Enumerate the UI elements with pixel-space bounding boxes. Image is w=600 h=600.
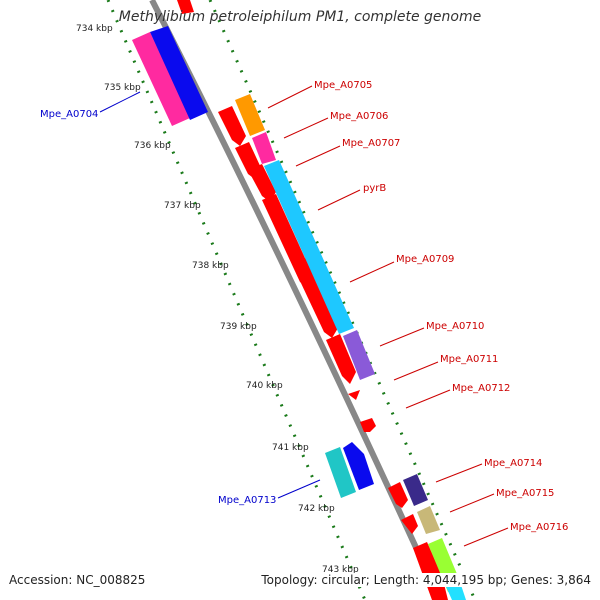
topology-text: Topology: circular; Length: 4,044,195 bp… [261,573,591,587]
gene-purple[interactable] [343,330,375,380]
gene-top-red[interactable] [177,0,194,14]
ruler-label-743: 743 kbp [322,565,359,575]
gene-label-Mpe_A0709[interactable]: Mpe_A0709 [396,254,454,265]
gene-label-Mpe_A0705[interactable]: Mpe_A0705 [314,80,372,91]
forward-label-leaders [267,85,509,547]
gene-label-Mpe_A0706[interactable]: Mpe_A0706 [330,111,388,122]
ruler-label-741: 741 kbp [272,443,309,453]
gene-magenta[interactable] [252,132,276,164]
ruler-label-736: 736 kbp [134,141,171,151]
genome-title: Methylibium petroleiphilum PM1, complete… [118,9,482,25]
gene-orange[interactable] [235,94,265,136]
ruler-label-738: 738 kbp [192,261,229,271]
ruler-label-737: 737 kbp [164,201,201,211]
gene-label-pyrB[interactable]: pyrB [363,183,386,194]
gene-label-Mpe_A0712[interactable]: Mpe_A0712 [452,383,510,394]
gene-label-Mpe_A0710[interactable]: Mpe_A0710 [426,321,484,332]
gene-arrow-7[interactable] [348,390,360,400]
gene-Mpe_A0704-block[interactable] [99,26,208,126]
gene-label-Mpe_A0707[interactable]: Mpe_A0707 [342,138,400,149]
ruler-label-735: 735 kbp [104,83,141,93]
gene-label-Mpe_A0714[interactable]: Mpe_A0714 [484,458,542,469]
gene-arrow-1[interactable] [218,106,246,146]
ruler-label-739: 739 kbp [220,322,257,332]
gene-arrow-3[interactable] [248,164,276,202]
gene-Mpe_A0713-block[interactable] [277,442,374,499]
gene-arrow-9[interactable] [388,482,408,508]
gene-label-Mpe_A0713[interactable]: Mpe_A0713 [218,495,276,506]
ruler-label-734: 734 kbp [76,24,113,34]
gene-khaki[interactable] [417,506,440,534]
gene-label-Mpe_A0716[interactable]: Mpe_A0716 [510,522,568,533]
gene-label-Mpe_A0715[interactable]: Mpe_A0715 [496,488,554,499]
gene-arrow-8[interactable] [360,418,376,432]
gene-darkblue[interactable] [403,474,428,506]
ruler-label-740: 740 kbp [246,381,283,391]
gene-arrow-6[interactable] [326,334,356,384]
ruler-label-742: 742 kbp [298,504,335,514]
accession-text: Accession: NC_008825 [9,573,146,587]
gene-pyrB-cyan[interactable] [264,160,354,334]
gene-label-Mpe_A0711[interactable]: Mpe_A0711 [440,354,498,365]
gene-arrow-10[interactable] [401,514,418,534]
gene-arrow-5[interactable] [292,258,338,338]
gene-label-Mpe_A0704[interactable]: Mpe_A0704 [40,109,98,120]
